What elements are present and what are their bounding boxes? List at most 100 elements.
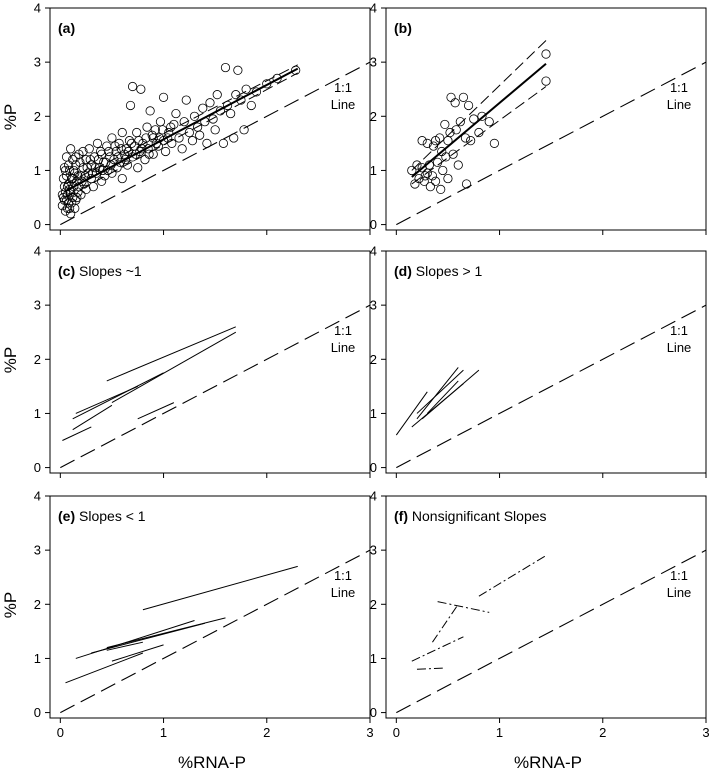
panel-a-data-point [136, 84, 146, 94]
panel-e-slope-segment [142, 565, 298, 611]
panel-d-one-to-one-label-bottom: Line [667, 340, 692, 355]
panel-a-y-tick-label: 4 [34, 1, 41, 16]
panel-e-one-to-one-line [60, 549, 370, 714]
panel-a-data-point [66, 144, 76, 154]
panel-b-y-tick-label: 0 [370, 217, 377, 232]
panel-e-plot-area [60, 549, 370, 714]
panel-a-data-point [117, 127, 127, 138]
panel-e-x-tick-label: 2 [263, 725, 270, 740]
panel-f-slope-segment [411, 636, 464, 662]
panel-f-slope-segment [478, 555, 547, 597]
panel-b-y-tick-label: 3 [370, 55, 377, 70]
panel-c-slope-segment [111, 331, 237, 404]
panel-a-data-point [229, 133, 239, 143]
panel-a-data-point [65, 184, 75, 194]
panel-b-data-point [451, 125, 461, 135]
panel-b-data-point [422, 138, 432, 148]
panel-b-data-point [427, 171, 438, 181]
panel-a-data-point [166, 122, 176, 132]
panel-d-slope-segment [395, 391, 428, 436]
panel-a-data-point [198, 103, 208, 113]
panel-f-x-tick-label: 2 [599, 725, 606, 740]
panel-b-data-point [433, 157, 443, 167]
panel-a: 0 1 2 3 4 (a) 1:1 Line [34, 1, 371, 235]
panel-a-y-tick-label: 2 [34, 109, 41, 124]
panel-a-data-point [133, 163, 143, 173]
panel-a-one-to-one-line [60, 61, 370, 226]
panel-f-x-tick-label: 3 [702, 725, 709, 740]
panel-b-data-point [440, 119, 450, 130]
panel-a-one-to-one-label-bottom: Line [331, 97, 356, 112]
panel-c-y-tick-label: 1 [34, 406, 41, 421]
panel-e: 0 1 2 3 0 1 2 3 4 (e) Slopes < 1 1:1 Line [34, 489, 374, 741]
panel-a-data-point [88, 182, 98, 192]
panel-b-data-point [417, 136, 427, 146]
panel-e-x-tick-label: 1 [160, 725, 167, 740]
panel-a-data-point [195, 130, 205, 140]
panel-e-x-tick-label: 3 [366, 725, 373, 740]
panel-a-data-point [157, 125, 168, 135]
panel-c-y-tick-label: 3 [34, 298, 41, 313]
panel-f-title: (f) Nonsignificant Slopes [394, 508, 547, 524]
y-axis-title-row-1: %P [1, 104, 20, 130]
panel-b-data-point [489, 138, 499, 148]
panel-f-y-tick-label: 2 [370, 597, 377, 612]
panel-a-data-point [171, 108, 181, 119]
panel-a-data-point [68, 173, 78, 184]
panel-a-data-point [226, 108, 236, 119]
panel-a-ci-lower-line [65, 72, 298, 198]
y-axis-title-row-3: %P [1, 592, 20, 618]
panel-c-y-tick-label: 2 [34, 352, 41, 367]
panel-b-one-to-one-line [396, 61, 706, 226]
panel-b-data-point [425, 182, 435, 192]
panel-b-y-tick-label: 1 [370, 163, 377, 178]
panel-a-data-point [95, 146, 106, 157]
panel-b-regression-line [411, 63, 547, 178]
panel-a-ci-upper-line [65, 64, 298, 185]
panel-a-data-point [120, 155, 130, 165]
panel-b-data-point [466, 136, 476, 146]
panel-c-slope-segment [75, 385, 138, 414]
panel-e-slope-segment [106, 641, 144, 651]
panel-f-y-tick-label: 3 [370, 543, 377, 558]
panel-a-data-point [241, 84, 251, 94]
panel-e-x-tick-label: 0 [57, 725, 64, 740]
panel-a-title: (a) [58, 20, 75, 36]
panel-f-slope-segment [437, 601, 490, 613]
panel-a-data-point [155, 117, 166, 127]
panel-a-y-tick-label: 0 [34, 217, 41, 232]
panel-b-data-point [412, 160, 422, 170]
panel-b-data-point [541, 76, 551, 86]
panel-b-y-tick-label: 2 [370, 109, 377, 124]
panel-a-data-point [181, 95, 191, 105]
panel-a-data-point [122, 160, 133, 170]
panel-a-data-point [107, 133, 117, 143]
panel-a-data-point [125, 100, 136, 111]
panel-c-plot-frame [49, 250, 371, 474]
panel-c-plot-area [60, 304, 370, 469]
panel-b-data-point [541, 49, 551, 59]
panel-b-data-point [450, 98, 460, 108]
panel-d-slope-segment [416, 367, 459, 420]
panel-e-plot-frame [49, 495, 371, 719]
panel-c-title: (c) Slopes ~1 [58, 263, 142, 279]
panel-a-plot-frame [49, 7, 371, 231]
panel-c-slope-segment [106, 326, 236, 382]
panel-d-one-to-one-label-top: 1:1 [670, 323, 688, 338]
panel-b-data-point [445, 127, 455, 138]
panel-a-data-point [151, 138, 161, 148]
panel-d-slope-segment [411, 383, 464, 428]
panel-c-one-to-one-label-bottom: Line [331, 340, 356, 355]
panel-a-y-tick-label: 3 [34, 55, 41, 70]
panel-a-data-point [220, 62, 231, 73]
panel-d-y-tick-label: 1 [370, 406, 377, 421]
panel-a-data-point [233, 65, 243, 75]
panel-b-data-point [446, 92, 456, 102]
panel-b-data-point [484, 117, 494, 127]
panel-b-title: (b) [394, 20, 412, 36]
panel-f-plot-area [396, 549, 706, 714]
panel-b-data-point [443, 173, 453, 184]
panel-a-data-point [65, 203, 75, 213]
panel-c-y-tick-label: 4 [34, 244, 41, 259]
panel-e-y-tick-label: 1 [34, 651, 41, 666]
